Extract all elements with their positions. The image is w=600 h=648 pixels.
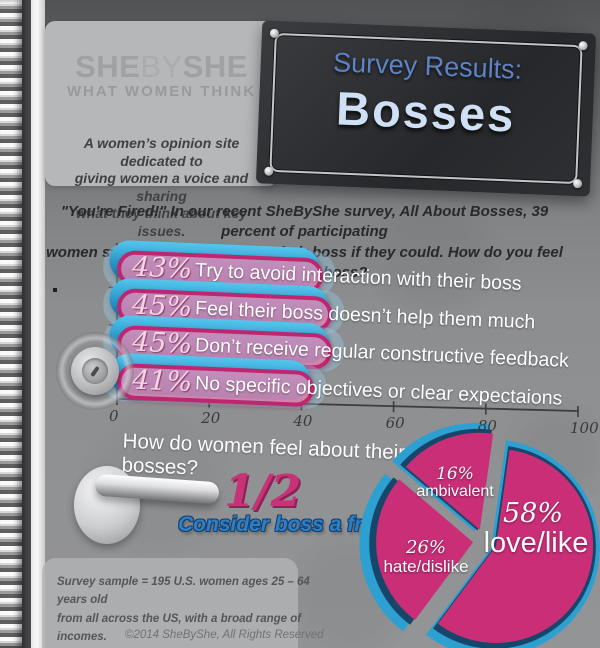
intro-line2: women said they would replace their boss… (46, 243, 563, 281)
logo-she2: SHE (182, 49, 248, 84)
door-edge-dark-strip (22, 0, 31, 648)
site-tagline: A women’s opinion site dedicated to givi… (55, 135, 268, 240)
fraction-caption: Consider boss a friend (178, 513, 406, 536)
logo-she1: SHE (75, 49, 141, 84)
footer-line1: Survey sample = 195 U.S. women ages 25 –… (57, 576, 310, 607)
tagline-line1: A women’s opinion site dedicated to (83, 135, 240, 169)
door-edge-slats (0, 0, 22, 648)
x-axis-tick-label: 40 (293, 411, 313, 430)
logo-subtitle: WHAT WOMEN THINK (66, 83, 257, 100)
header-panel: SHEBYSHE WHAT WOMEN THINK A women’s opin… (45, 21, 278, 239)
x-axis-tick-label: 80 (477, 416, 497, 435)
screw-icon (578, 41, 588, 51)
x-axis-tick-label: 100 (570, 419, 599, 437)
shebyshe-logo: SHEBYSHE (45, 49, 278, 85)
fraction-stat: 1/2 (224, 466, 302, 517)
screw-icon (572, 178, 583, 189)
door-edge-light-strip (31, 0, 45, 648)
tagline-line3: what they think about key issues. (75, 205, 248, 239)
footer-line2: from all across the US, with a broad ran… (57, 612, 302, 644)
x-axis-tick-label: 0 (109, 407, 119, 425)
screw-icon (264, 166, 274, 176)
intro-paragraph: "You're Fired!" In our recent SheByShe s… (42, 202, 567, 283)
logo-by: BY (140, 49, 183, 84)
decorative-dot (53, 288, 57, 292)
x-axis-tick-label: 60 (385, 414, 405, 433)
intro-line1: "You're Fired!" In our recent SheByShe s… (60, 203, 549, 241)
footer-panel (42, 558, 298, 648)
footer-notes: Survey sample = 195 U.S. women ages 25 –… (57, 573, 337, 648)
tagline-line2: giving women a voice and sharing (74, 170, 249, 204)
plaque-text: Survey Results: Bosses (258, 44, 595, 145)
copyright: ©2014 SheByShe, All Rights Reserved (125, 629, 324, 641)
x-axis-tick-label: 20 (201, 409, 221, 428)
title-plaque: Survey Results: Bosses (255, 20, 597, 197)
